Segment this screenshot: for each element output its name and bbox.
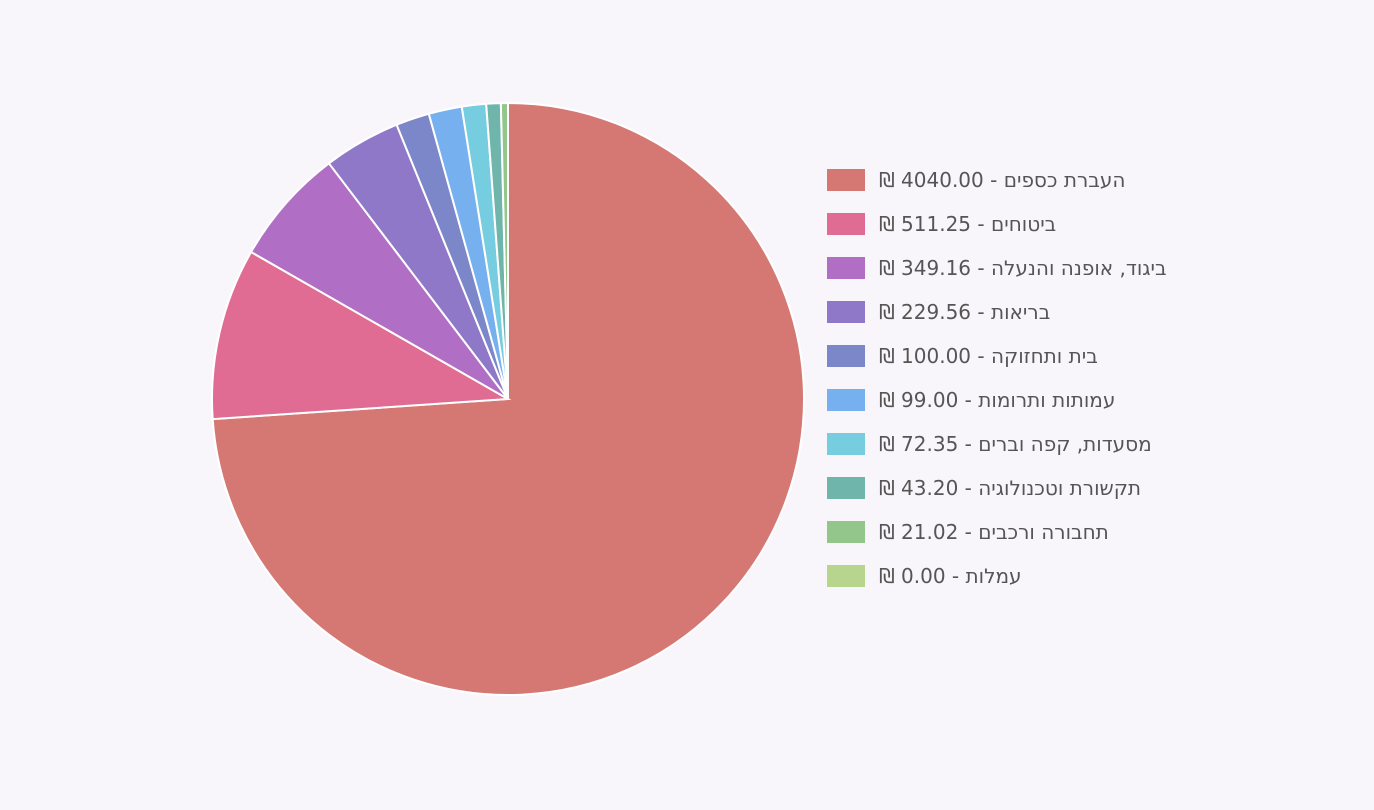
legend-entry: עמלות - 0.00 ₪	[827, 564, 1022, 588]
legend-swatch	[827, 257, 865, 279]
legend-label: בית ותחזוקה - 100.00 ₪	[879, 344, 1098, 368]
legend-swatch	[827, 301, 865, 323]
legend-entry: ביגוד, אופנה והנעלה - 349.16 ₪	[827, 256, 1167, 280]
legend-swatch	[827, 433, 865, 455]
legend-entry: מסעדות, קפה וברים - 72.35 ₪	[827, 432, 1152, 456]
legend-entry: תקשורת וטכנולוגיה - 43.20 ₪	[827, 476, 1141, 500]
legend-label: ביגוד, אופנה והנעלה - 349.16 ₪	[879, 256, 1167, 280]
legend-entry: בריאות - 229.56 ₪	[827, 300, 1050, 324]
legend-label: עמלות - 0.00 ₪	[879, 564, 1022, 588]
legend-label: העברת כספים - 4040.00 ₪	[879, 168, 1126, 192]
legend-label: ביטוחים - 511.25 ₪	[879, 212, 1057, 236]
pie-slice	[249, 161, 509, 400]
legend-swatch	[827, 521, 865, 543]
legend-swatch	[827, 565, 865, 587]
legend-entry: עמותות ותרומות - 99.00 ₪	[827, 388, 1115, 412]
pie-slice	[211, 250, 512, 421]
legend-label: עמותות ותרומות - 99.00 ₪	[879, 388, 1116, 412]
legend-label: תחבורה ורכבים - 21.02 ₪	[879, 520, 1109, 544]
legend-swatch	[827, 213, 865, 235]
legend-label: בריאות - 229.56 ₪	[879, 300, 1051, 324]
legend-label: תקשורת וטכנולוגיה - 43.20 ₪	[879, 476, 1142, 500]
legend-entry: בית ותחזוקה - 100.00 ₪	[827, 344, 1098, 368]
legend-swatch	[827, 477, 865, 499]
legend-swatch	[827, 345, 865, 367]
legend-swatch	[827, 169, 865, 191]
legend-entry: ביטוחים - 511.25 ₪	[827, 212, 1056, 236]
legend-entry: העברת כספים - 4040.00 ₪	[827, 168, 1125, 192]
legend-entry: תחבורה ורכבים - 21.02 ₪	[827, 520, 1109, 544]
legend-swatch	[827, 389, 865, 411]
legend-label: מסעדות, קפה וברים - 72.35 ₪	[879, 432, 1152, 456]
